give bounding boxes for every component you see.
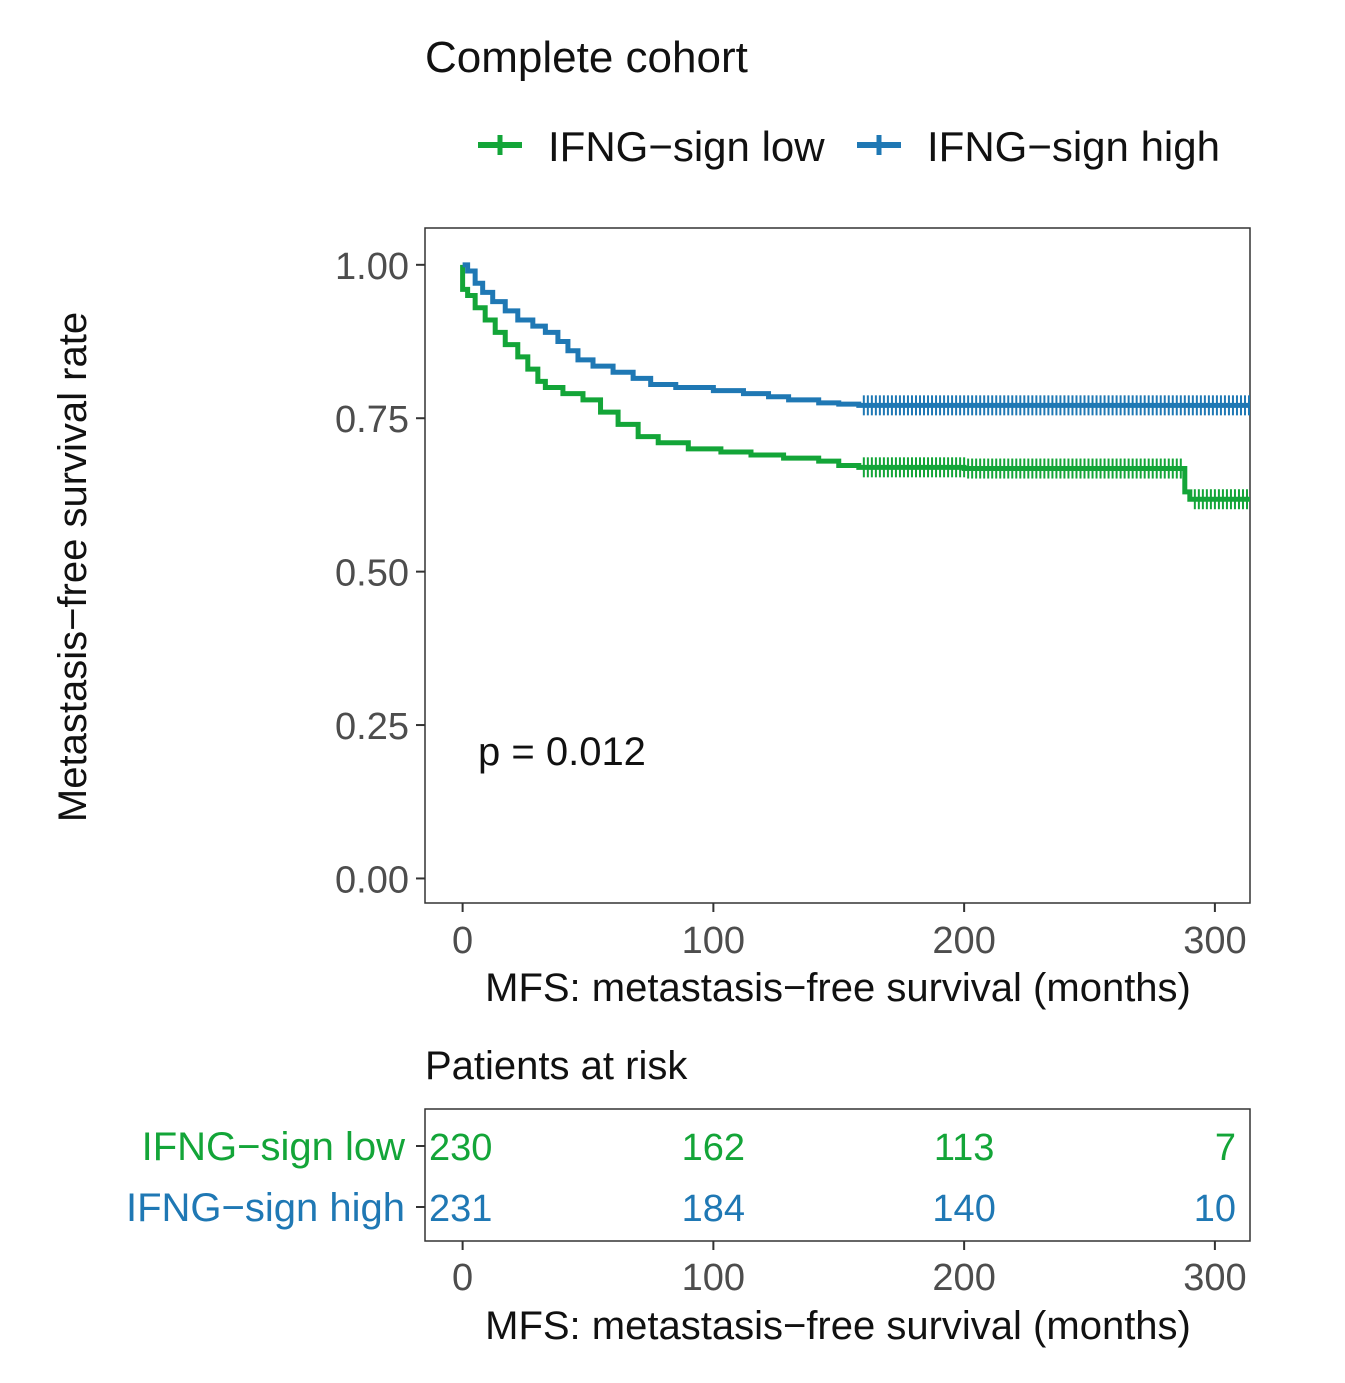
x-tick-label: 300: [1183, 920, 1246, 962]
risk-count: 113: [934, 1127, 995, 1169]
plot-panel: [424, 227, 1251, 904]
survival-curve-low: [460, 264, 1250, 502]
y-axis-ticks: 0.00 0.25 0.50 0.75 1.00: [335, 246, 425, 901]
y-tick-label: 0.00: [335, 859, 409, 901]
risk-count: 140: [932, 1188, 995, 1230]
risk-count: 7: [1215, 1127, 1236, 1169]
risk-row-label: IFNG−sign high: [126, 1186, 405, 1230]
x-tick-label: 0: [452, 920, 473, 962]
risk-x-tick-label: 300: [1183, 1257, 1246, 1299]
risk-x-tick-label: 200: [932, 1257, 995, 1299]
risk-row-label: IFNG−sign low: [142, 1125, 406, 1169]
risk-x-tick-label: 0: [452, 1257, 473, 1299]
survival-curves: [460, 262, 1250, 510]
y-tick-label: 0.50: [335, 553, 409, 595]
y-tick-label: 0.25: [335, 706, 409, 748]
legend-label-high: IFNG−sign high: [927, 123, 1220, 170]
risk-table-panel: [424, 1108, 1251, 1242]
legend-label-low: IFNG−sign low: [548, 123, 825, 170]
survival-curve-high: [462, 262, 1250, 408]
risk-table-title: Patients at risk: [425, 1044, 688, 1088]
risk-x-axis-title: MFS: metastasis−free survival (months): [485, 1304, 1191, 1348]
risk-count: 231: [429, 1188, 492, 1230]
y-tick-label: 1.00: [335, 246, 409, 288]
x-tick-label: 100: [682, 920, 745, 962]
y-tick-label: 0.75: [335, 399, 409, 441]
x-tick-label: 200: [932, 920, 995, 962]
risk-x-tick-label: 100: [682, 1257, 745, 1299]
legend: IFNG−sign low IFNG−sign high: [478, 123, 1220, 170]
p-value-annotation: p = 0.012: [478, 730, 646, 774]
risk-count: 184: [682, 1188, 745, 1230]
x-axis-ticks: 0 100 200 300: [452, 903, 1247, 962]
risk-count: 230: [429, 1127, 492, 1169]
risk-x-axis-ticks: 0 100 200 300: [452, 1241, 1247, 1299]
risk-count: 10: [1194, 1188, 1236, 1230]
chart-title: Complete cohort: [425, 33, 748, 82]
y-axis-title: Metastasis−free survival rate: [51, 312, 95, 822]
x-axis-title: MFS: metastasis−free survival (months): [485, 966, 1191, 1010]
risk-table-rows: IFNG−sign low 230 162 113 7 IFNG−sign high 231…: [126, 1125, 1236, 1230]
risk-count: 162: [682, 1127, 745, 1169]
